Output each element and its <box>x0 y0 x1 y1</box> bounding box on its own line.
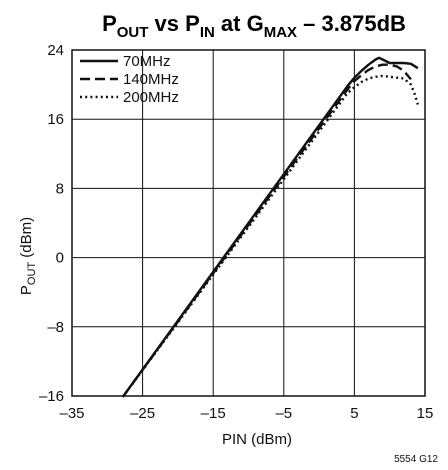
x-tick-label: 15 <box>417 405 434 422</box>
legend-label-70mhz: 70MHz <box>123 53 171 70</box>
legend-label-140mhz: 140MHz <box>123 71 179 88</box>
figure-id: 5554 G12 <box>394 454 438 465</box>
y-axis-label-sub: OUT <box>26 262 38 286</box>
x-tick-label: 5 <box>350 405 358 422</box>
title-part-4: – 3.875dB <box>297 11 406 36</box>
y-tick-label: 16 <box>47 111 64 128</box>
title-part-3: at G <box>215 11 264 36</box>
plot-frame <box>71 49 426 397</box>
chart-title: POUT vs PIN at GMAX – 3.875dB <box>102 11 406 41</box>
y-tick-labels: –16 –8 0 8 16 24 <box>39 42 64 405</box>
series-line-70mhz <box>121 56 419 398</box>
title-sub-2: IN <box>200 24 215 41</box>
x-axis-label: PIN (dBm) <box>222 431 292 448</box>
y-axis-label-main: P <box>18 285 35 295</box>
x-tick-label: –15 <box>201 405 226 422</box>
x-tick-label: –35 <box>59 405 84 422</box>
y-tick-label: 0 <box>56 250 64 267</box>
series-line-140mhz <box>121 63 412 398</box>
title-sub-1: OUT <box>117 24 149 41</box>
series-line-200mhz <box>121 74 420 398</box>
title-part-2: vs P <box>148 11 199 36</box>
y-tick-label: –16 <box>39 388 64 405</box>
y-tick-label: 24 <box>47 42 64 59</box>
y-tick-label: –8 <box>47 319 64 336</box>
series-group <box>121 56 420 398</box>
y-tick-label: 8 <box>56 180 64 197</box>
legend-label-200mhz: 200MHz <box>123 89 179 106</box>
y-axis-label-rest: (dBm) <box>18 217 35 262</box>
x-tick-label: –25 <box>130 405 155 422</box>
x-tick-label: –5 <box>275 405 292 422</box>
x-tick-labels: –35 –25 –15 –5 5 15 <box>59 405 433 422</box>
title-sub-3: MAX <box>264 24 297 41</box>
y-axis-label: POUT (dBm) <box>18 217 38 295</box>
title-part-1: P <box>102 11 117 36</box>
